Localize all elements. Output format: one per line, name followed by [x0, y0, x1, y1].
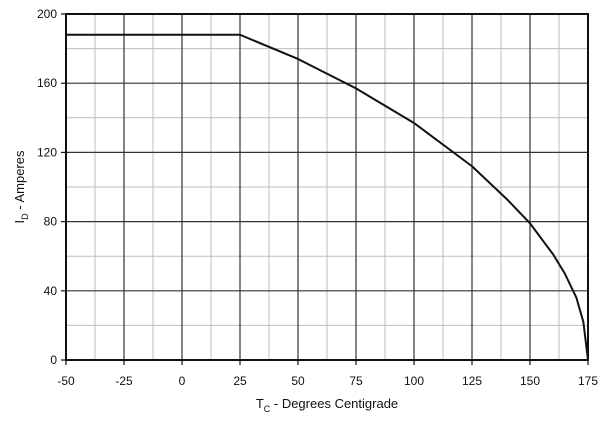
- y-tick-label: 200: [37, 7, 57, 21]
- x-tick-label: 125: [462, 374, 482, 388]
- x-tick-label: 150: [520, 374, 540, 388]
- x-tick-label: -50: [57, 374, 75, 388]
- plot-frame: [65, 13, 589, 361]
- x-tick-label: 75: [349, 374, 363, 388]
- y-tick-label: 160: [37, 76, 57, 90]
- y-tick-label: 120: [37, 145, 57, 159]
- x-tick-label: 50: [291, 374, 305, 388]
- y-tick-label: 40: [44, 284, 58, 298]
- x-axis-label: TC - Degrees Centigrade: [256, 396, 398, 414]
- x-tick-label: 25: [233, 374, 247, 388]
- x-tick-label: 0: [179, 374, 186, 388]
- series-line-1: [65, 33, 589, 361]
- x-tick-label: 100: [404, 374, 424, 388]
- y-tick-label: 80: [44, 215, 58, 229]
- x-tick-label: 175: [578, 374, 598, 388]
- tick-labels: -50 -25 0 25 50 75 100 125 150 175 0 40 80 120 160 200: [37, 7, 598, 388]
- series-layer: [65, 33, 589, 361]
- grid: [65, 13, 589, 361]
- x-tick-label: -25: [115, 374, 133, 388]
- y-tick-label: 0: [50, 353, 57, 367]
- y-axis-label: ID - Amperes: [12, 150, 30, 223]
